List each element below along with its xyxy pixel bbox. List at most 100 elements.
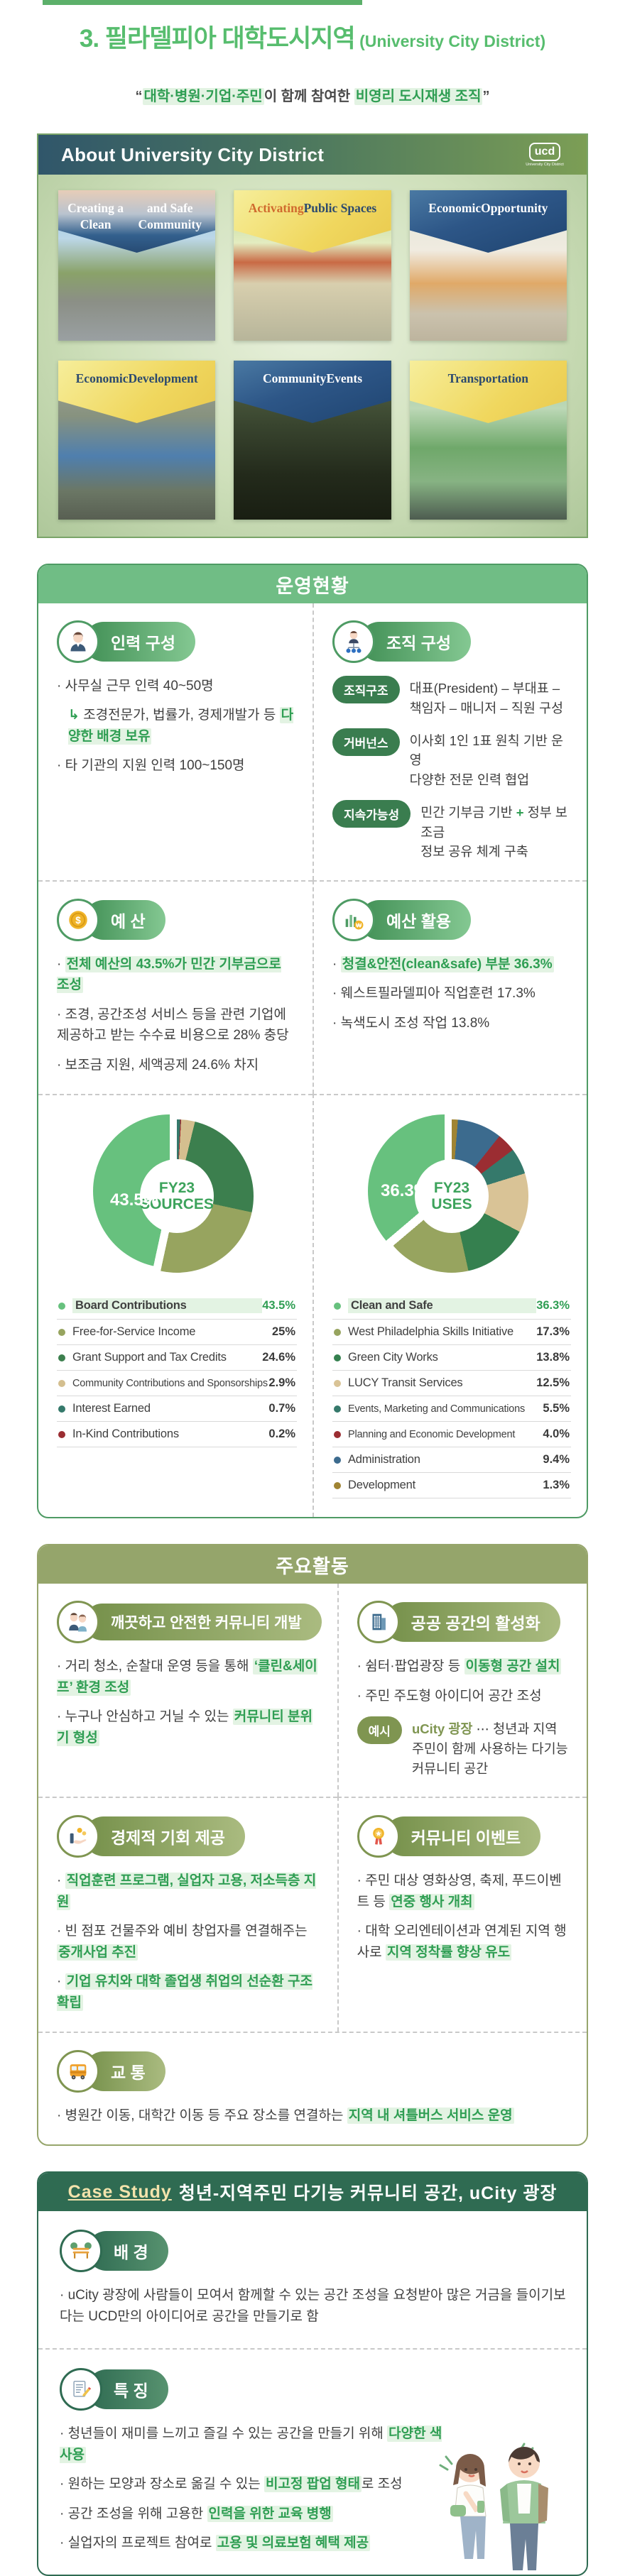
- legend-dot: [334, 1328, 341, 1336]
- donut-chart-uses: FY23 USES 36.3%: [368, 1114, 528, 1273]
- community-events-block: 커뮤니티 이벤트 · 주민 대상 영화상영, 축제, 푸드이벤트 등 연중 행사…: [337, 1797, 587, 2032]
- memo-pencil-icon: [60, 2368, 102, 2411]
- case-study-header: Case Study 청년-지역주민 다기능 커뮤니티 공간, uCity 광장: [38, 2173, 587, 2212]
- ucd-banner: About University City District ucd Unive…: [37, 133, 588, 538]
- sustainability-text: 민간 기부금 기반 + 정부 보조금 정보 공유 체계 구축: [420, 804, 567, 860]
- org-chart-icon: [346, 631, 362, 653]
- people-icon: [69, 1613, 87, 1632]
- legend-row: LUCY Transit Services 12.5%: [332, 1371, 571, 1397]
- medal-icon: [357, 1815, 400, 1858]
- page-title-en: (University City District): [354, 32, 546, 50]
- bar-chart-coin-icon: ₩: [345, 914, 364, 930]
- features-bullets: · 청년들이 재미를 느끼고 즐길 수 있는 공간을 만들기 위해 다양한 색 …: [60, 2423, 457, 2553]
- economic-label: 경제적 기회 제공: [84, 1816, 245, 1857]
- page-header: 3. 필라델피아 대학도시지역 (University City Distric…: [0, 0, 625, 105]
- banner-header: About University City District ucd Unive…: [38, 135, 587, 175]
- sources-chart-block: FY23 SOURCES 43.5% Board Contributions 43…: [38, 1094, 312, 1517]
- building-icon: [372, 1613, 386, 1630]
- legend-row: Development 1.3%: [332, 1473, 571, 1499]
- legend-dot: [58, 1430, 65, 1438]
- background-bullet: · uCity 광장에 사람들이 모여서 함께할 수 있는 공간 조성을 요청받…: [60, 2288, 566, 2324]
- bench-icon: [70, 2242, 92, 2259]
- legend-row: Free-for-Service Income 25%: [57, 1320, 297, 1346]
- events-bullet: · 대학 오리엔테이션과 연계된 지역 행사로 지역 정착률 향상 유도: [357, 1924, 567, 1961]
- public-space-bullet: · 쉼터·팝업광장 등 이동형 공간 설치: [357, 1658, 562, 1675]
- public-space-pill: 공공 공간의 활성화: [357, 1601, 571, 1644]
- legend-dot: [58, 1379, 65, 1387]
- personnel-label: 인력 구성: [84, 622, 196, 662]
- personnel-bullet: ↳ 조경전문가, 법률가, 경제개발가 등 다양한 배경 보유: [68, 707, 294, 745]
- legend-row: Administration 9.4%: [332, 1447, 571, 1474]
- sustainability-row: 지속가능성 민간 기부금 기반 + 정부 보조금 정보 공유 체계 구축: [332, 799, 571, 862]
- building-icon: [357, 1601, 400, 1644]
- personnel-block: 인력 구성 · 사무실 근무 인력 40~50명 ↳ 조경전문가, 법률가, 경…: [38, 603, 312, 880]
- economic-bullet: · 직업훈련 프로그램, 실업자 고용, 저소득층 지원: [57, 1873, 317, 1910]
- svg-text:$: $: [75, 915, 81, 926]
- personnel-bullet: · 사무실 근무 인력 40~50명: [57, 679, 214, 694]
- economic-bullet: · 빈 점포 건물주와 예비 창업자를 연결해주는 중개사업 추진: [57, 1924, 308, 1961]
- events-bullet: · 주민 대상 영화상영, 축제, 푸드이벤트 등 연중 행사 개최: [357, 1873, 562, 1910]
- budget-pill: $ 예 산: [57, 899, 297, 941]
- org-structure-badge: 조직구조: [332, 676, 400, 703]
- page-subtitle: “대학·병원·기업·주민 이 함께 참여한 비영리 도시재생 조직”: [135, 88, 490, 105]
- legend-row: Planning and Economic Development 4.0%: [332, 1422, 571, 1448]
- example-row: 예시 uCity 광장 ⋯ 청년과 지역 주민이 함께 사용하는 다기능 커뮤니…: [357, 1716, 571, 1778]
- features-bullet: · 실업자의 프로젝트 참여로 고용 및 의료보험 혜택 제공: [60, 2535, 371, 2551]
- hand-coins-icon: [70, 1828, 87, 1844]
- sustainability-badge: 지속가능성: [332, 799, 411, 828]
- uses-chart-block: FY23 USES 36.3% Clean and Safe 36.3% West…: [312, 1094, 587, 1518]
- activities-grid: 깨끗하고 안전한 커뮤니티 개발 · 거리 청소, 순찰대 운영 등을 통해 ‘…: [38, 1584, 587, 2144]
- budget-bullet: · 전체 예산의 43.5%가 민간 기부금으로 조성: [57, 956, 281, 994]
- page-title: 3. 필라델피아 대학도시지역 (University City Distric…: [0, 18, 625, 55]
- budget-bullet: · 조경, 공간조성 서비스 등을 관련 기업에 제공하고 받는 수수료 비용으…: [57, 1007, 289, 1043]
- economic-bullet: · 기업 유치와 대학 졸업생 취업의 선순환 구조 확립: [57, 1973, 312, 2011]
- org-structure-row: 조직구조 대표(President) – 부대표 – 책임자 – 매니저 – 직…: [332, 676, 571, 718]
- features-bullet: · 공간 조성을 위해 고용한 인력을 위한 교육 병행: [60, 2505, 333, 2522]
- legend-dot: [334, 1430, 341, 1438]
- banner-title: About University City District: [61, 143, 325, 165]
- org-chart-icon: [332, 620, 375, 663]
- legend-row: West Philadelphia Skills Initiative 17.3%: [332, 1320, 571, 1346]
- photo-card-public-spaces: Activating Public Spaces: [234, 190, 391, 341]
- ucd-logo: ucd University City District: [518, 142, 571, 167]
- operations-grid: 인력 구성 · 사무실 근무 인력 40~50명 ↳ 조경전문가, 법률가, 경…: [38, 603, 587, 1518]
- transport-pill: 교 통: [57, 2049, 571, 2093]
- legend-dot: [334, 1302, 341, 1310]
- legend-dot: [334, 1456, 341, 1464]
- section-activities: 주요활동 깨끗하고 안전한 커뮤니티 개발 · 거리 청소, 순찰대 운영 등을…: [37, 1544, 588, 2147]
- public-space-block: 공공 공간의 활성화 · 쉼터·팝업광장 등 이동형 공간 설치 · 주민 주도…: [337, 1584, 587, 1797]
- case-study-tag: Case Study: [67, 2181, 172, 2202]
- donut-uses-center-label: FY23 USES: [415, 1159, 489, 1234]
- budget-use-bullet: · 청결&안전(clean&safe) 부분 36.3%: [332, 956, 554, 972]
- public-space-bullet: · 주민 주도형 아이디어 공간 조성: [357, 1688, 542, 1704]
- transport-bullet: · 병원간 이동, 대학간 이동 등 주요 장소를 연결하는 지역 내 셔틀버스…: [57, 2107, 514, 2124]
- example-text: uCity 광장 ⋯ 청년과 지역 주민이 함께 사용하는 다기능 커뮤니티 공…: [411, 1721, 568, 1776]
- public-space-label: 공공 공간의 활성화: [384, 1602, 560, 1643]
- banner-photo-grid: Creating a Clean and Safe Community Activ…: [38, 175, 587, 537]
- organization-block: 조직 구성 조직구조 대표(President) – 부대표 – 책임자 – 매…: [312, 603, 587, 880]
- clean-bullet: · 누구나 안심하고 거닐 수 있는 커뮤니티 분위기 형성: [57, 1709, 312, 1746]
- budget-block: $ 예 산 · 전체 예산의 43.5%가 민간 기부금으로 조성 · 조경, …: [38, 880, 312, 1094]
- donut-sources-center-label: FY23 SOURCES: [140, 1159, 214, 1234]
- legend-row: Community Contributions and Sponsorships…: [57, 1371, 297, 1397]
- legend-row: Green City Works 13.8%: [332, 1345, 571, 1371]
- budget-use-block: ₩ 예산 활용 · 청결&안전(clean&safe) 부분 36.3% · 웨…: [312, 880, 587, 1095]
- uses-legend: Clean and Safe 36.3% West Philadelphia Sk…: [332, 1293, 571, 1499]
- background-pill: 배 경: [60, 2230, 567, 2273]
- legend-dot: [334, 1354, 341, 1361]
- budget-use-bullet: · 웨스트필라델피아 직업훈련 17.3%: [332, 986, 536, 1002]
- ribbon-economic-opportunity: Economic Opportunity: [409, 190, 567, 253]
- section-operations: 운영현황 인력 구성 · 사무실 근무 인력 40~50명 ↳ 조경전문가, 법…: [37, 564, 588, 1519]
- example-badge: 예시: [357, 1716, 402, 1745]
- photo-card-clean-safe: Creating a Clean and Safe Community: [58, 190, 216, 341]
- legend-dot: [334, 1405, 341, 1413]
- budget-bullet: · 보조금 지원, 세액공제 24.6% 차지: [57, 1057, 259, 1073]
- legend-dot: [58, 1302, 65, 1310]
- clean-community-pill: 깨끗하고 안전한 커뮤니티 개발: [57, 1601, 322, 1644]
- case-study-title: 청년-지역주민 다기능 커뮤니티 공간, uCity 광장: [178, 2183, 558, 2204]
- photo-card-community-events: Community Events: [234, 361, 391, 520]
- memo-pencil-icon: [73, 2381, 92, 2397]
- features-bullet: · 청년들이 재미를 느끼고 즐길 수 있는 공간을 만들기 위해 다양한 색 …: [60, 2426, 442, 2463]
- students-illustration: [433, 2431, 568, 2571]
- legend-dot: [334, 1379, 341, 1387]
